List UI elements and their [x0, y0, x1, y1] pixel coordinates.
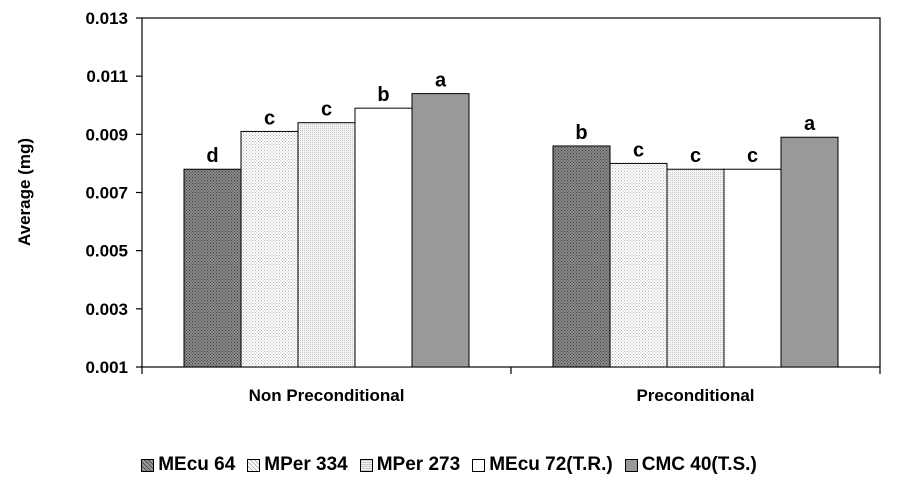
x-category-label: Non Preconditional: [249, 386, 405, 405]
y-tick-label: 0.005: [85, 242, 128, 261]
legend-label: MPer 334: [264, 454, 348, 475]
y-tick-label: 0.001: [85, 358, 128, 377]
legend-swatch: [472, 458, 486, 472]
bar: [297, 122, 356, 368]
data-label: a: [804, 113, 816, 135]
bar: [552, 145, 611, 368]
data-label: b: [575, 122, 587, 144]
bar: [354, 107, 413, 368]
data-label: b: [377, 84, 389, 106]
data-label: a: [435, 70, 447, 92]
y-tick-label: 0.009: [85, 125, 128, 144]
y-tick-label: 0.011: [86, 67, 128, 86]
data-label: c: [633, 139, 644, 161]
bar: [609, 162, 668, 368]
legend-swatch: [624, 458, 638, 472]
x-category-label: Preconditional: [636, 386, 754, 405]
legend-label: CMC 40(T.S.): [641, 454, 757, 475]
bar: [183, 168, 242, 368]
legend-item: MPer 273: [359, 454, 461, 476]
legend-label: MPer 273: [376, 454, 461, 475]
legend-swatch: [141, 458, 155, 472]
bar: [240, 130, 299, 368]
y-tick-label: 0.013: [85, 9, 128, 28]
legend-item: CMC 40(T.S.): [624, 454, 757, 476]
bar: [780, 136, 839, 368]
y-tick-label: 0.003: [85, 300, 128, 319]
bar: [411, 93, 470, 368]
data-label: c: [264, 107, 275, 129]
legend-label: MEcu 72(T.R.): [489, 454, 613, 475]
legend-item: MPer 334: [247, 454, 348, 476]
legend: MEcu 64 MPer 334 MPer 273 MEcu 72(T.R.) CMC …: [0, 450, 898, 480]
y-tick-label: 0.007: [85, 184, 128, 203]
bar-chart: 0.001 0.003 0.005 0.007 0.009 0.011 0.013 d c c b…: [15, 9, 881, 405]
data-label: d: [206, 145, 218, 167]
legend-item: MEcu 72(T.R.): [472, 454, 613, 476]
legend-item: MEcu 64: [141, 454, 235, 476]
legend-label: MEcu 64: [158, 454, 236, 475]
data-label: c: [321, 99, 332, 121]
y-axis-title: Average (mg): [15, 138, 34, 246]
data-label: c: [747, 145, 758, 167]
bar: [666, 168, 725, 368]
legend-swatch: [359, 458, 373, 472]
legend-swatch: [247, 458, 261, 472]
data-label: c: [690, 145, 701, 167]
bar: [723, 168, 782, 368]
